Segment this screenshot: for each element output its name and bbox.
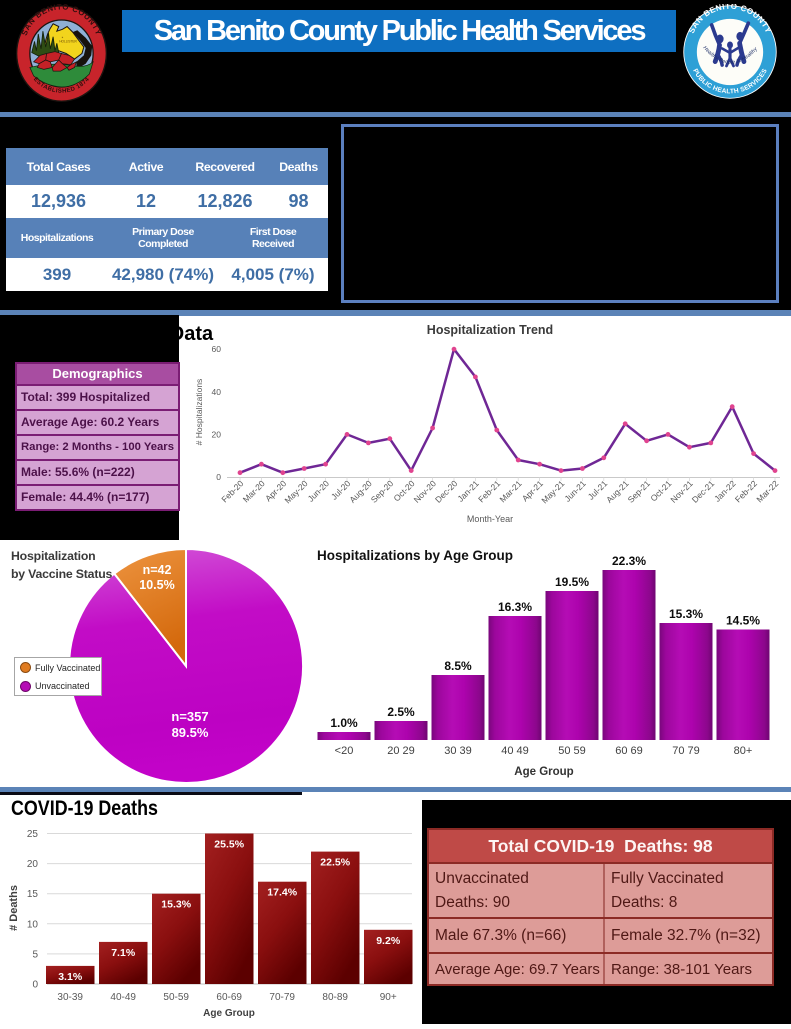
svg-text:40: 40	[212, 387, 222, 397]
svg-text:19.5%: 19.5%	[555, 575, 589, 589]
svg-text:Age Group: Age Group	[203, 1008, 255, 1019]
svg-text:Mar-22: Mar-22	[754, 478, 780, 504]
svg-text:80+: 80+	[734, 745, 753, 757]
svg-text:May-21: May-21	[539, 478, 566, 505]
svg-text:15.3%: 15.3%	[669, 607, 703, 621]
svg-text:40-49: 40-49	[110, 992, 136, 1003]
svg-text:25: 25	[27, 829, 39, 840]
svg-text:25.5%: 25.5%	[214, 839, 244, 851]
svg-text:10.5%: 10.5%	[139, 578, 174, 592]
svg-text:# Deaths: # Deaths	[8, 885, 20, 931]
svg-text:Feb-22: Feb-22	[733, 478, 759, 504]
svg-text:Feb-21: Feb-21	[476, 478, 502, 504]
svg-text:Jun-21: Jun-21	[562, 478, 588, 504]
svg-text:1.0%: 1.0%	[330, 716, 358, 730]
svg-text:15: 15	[27, 889, 39, 900]
svg-text:Hospitalization Trend: Hospitalization Trend	[427, 323, 553, 337]
svg-text:Feb-20: Feb-20	[219, 478, 245, 504]
svg-text:Dec-21: Dec-21	[690, 478, 717, 505]
svg-text:20: 20	[27, 859, 39, 870]
svg-text:40 49: 40 49	[501, 745, 529, 757]
svg-text:Jun-20: Jun-20	[306, 478, 332, 504]
svg-text:Aug-21: Aug-21	[604, 478, 631, 505]
svg-text:2.5%: 2.5%	[387, 705, 415, 719]
svg-text:14.5%: 14.5%	[726, 614, 760, 628]
svg-text:COVID-19 Deaths: COVID-19 Deaths	[11, 796, 158, 820]
svg-text:0: 0	[216, 472, 221, 482]
svg-text:22.5%: 22.5%	[320, 857, 350, 869]
svg-text:70 79: 70 79	[672, 745, 700, 757]
svg-text:20: 20	[212, 429, 222, 439]
svg-text:9.2%: 9.2%	[376, 935, 401, 947]
svg-text:10: 10	[27, 919, 39, 930]
svg-text:Jan-22: Jan-22	[712, 478, 738, 504]
svg-text:HOLLISTER: HOLLISTER	[59, 39, 77, 43]
svg-text:Nov-20: Nov-20	[412, 478, 439, 505]
svg-text:30 39: 30 39	[444, 745, 472, 757]
svg-text:90+: 90+	[380, 992, 397, 1003]
svg-text:3.1%: 3.1%	[58, 971, 83, 983]
svg-text:Age Group: Age Group	[514, 766, 573, 778]
svg-text:<20: <20	[335, 745, 354, 757]
svg-text:70-79: 70-79	[269, 992, 295, 1003]
svg-text:0: 0	[32, 980, 38, 991]
svg-text:16.3%: 16.3%	[498, 600, 532, 614]
svg-text:5: 5	[32, 949, 38, 960]
svg-text:80-89: 80-89	[322, 992, 348, 1003]
svg-text:17.4%: 17.4%	[267, 887, 297, 899]
svg-text:7.1%: 7.1%	[111, 947, 136, 959]
svg-text:Dec-20: Dec-20	[433, 478, 460, 505]
svg-text:60: 60	[212, 344, 222, 354]
svg-text:n=42: n=42	[143, 563, 172, 577]
svg-text:Sep-20: Sep-20	[369, 478, 396, 505]
svg-text:Aug-20: Aug-20	[347, 478, 374, 505]
svg-text:Nov-21: Nov-21	[668, 478, 695, 505]
svg-text:# Hospitalizations: # Hospitalizations	[194, 379, 204, 446]
svg-text:60 69: 60 69	[615, 745, 643, 757]
svg-text:22.3%: 22.3%	[612, 554, 646, 568]
svg-text:Month-Year: Month-Year	[467, 514, 513, 524]
svg-text:20 29: 20 29	[387, 745, 415, 757]
svg-text:50-59: 50-59	[163, 992, 189, 1003]
svg-text:Mar-20: Mar-20	[241, 478, 267, 504]
svg-text:Sep-21: Sep-21	[626, 478, 653, 505]
svg-text:Jan-21: Jan-21	[455, 478, 481, 504]
svg-text:May-20: May-20	[283, 478, 310, 505]
svg-text:8.5%: 8.5%	[444, 659, 472, 673]
svg-text:*: *	[62, 36, 64, 41]
svg-text:n=357: n=357	[171, 709, 208, 724]
svg-text:15.3%: 15.3%	[161, 899, 191, 911]
svg-text:Mar-21: Mar-21	[497, 478, 523, 504]
svg-text:89.5%: 89.5%	[172, 725, 209, 740]
svg-text:Hospitalizations by Age Group: Hospitalizations by Age Group	[317, 548, 513, 563]
svg-text:50 59: 50 59	[558, 745, 586, 757]
svg-text:30-39: 30-39	[57, 992, 83, 1003]
svg-text:60-69: 60-69	[216, 992, 242, 1003]
